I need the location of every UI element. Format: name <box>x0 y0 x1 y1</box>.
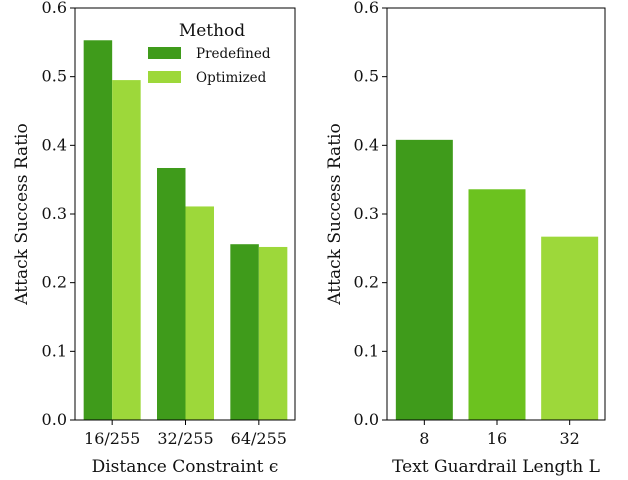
right-y-tick-label: 0.2 <box>354 273 379 292</box>
left-y-tick-label: 0.2 <box>42 273 67 292</box>
left-x-tick-label: 64/255 <box>231 429 287 448</box>
bar-optimized-32-255 <box>185 206 214 420</box>
left-x-tick-label: 32/255 <box>157 429 213 448</box>
right-y-axis: 0.0 0.1 0.2 0.3 0.4 0.5 0.6 <box>354 0 387 429</box>
chart-guardrail-length: 0.0 0.1 0.2 0.3 0.4 0.5 0.6 8 16 32 Attack Succe… <box>325 0 606 477</box>
right-x-axis: 8 16 32 <box>419 420 580 448</box>
left-x-axis: 16/255 32/255 64/255 <box>84 420 287 448</box>
left-y-tick-label: 0.3 <box>42 204 67 223</box>
left-y-axis: 0.0 0.1 0.2 0.3 0.4 0.5 0.6 <box>42 0 75 429</box>
right-x-tick-label: 32 <box>559 429 579 448</box>
left-y-tick-label: 0.1 <box>42 341 67 360</box>
right-y-tick-label: 0.0 <box>354 410 379 429</box>
bar-predefined-64-255 <box>230 244 259 420</box>
left-bars <box>83 40 288 420</box>
right-bars <box>395 139 599 420</box>
right-y-axis-title: Attack Success Ratio <box>325 123 345 305</box>
left-y-tick-label: 0.6 <box>42 0 67 17</box>
left-x-axis-title: Distance Constraint ϵ <box>92 457 279 477</box>
chart-distance-constraint: 0.0 0.1 0.2 0.3 0.4 0.5 0.6 16/255 32/255 64/255… <box>12 0 296 477</box>
right-x-tick-label: 16 <box>487 429 507 448</box>
right-x-axis-title: Text Guardrail Length L <box>392 457 600 477</box>
left-y-tick-label: 0.5 <box>42 67 67 86</box>
bar-length-16 <box>468 189 526 420</box>
right-y-tick-label: 0.3 <box>354 204 379 223</box>
bar-predefined-32-255 <box>157 167 186 420</box>
bar-length-32 <box>541 236 599 420</box>
right-y-tick-label: 0.4 <box>354 135 379 154</box>
left-y-tick-label: 0.0 <box>42 410 67 429</box>
bar-optimized-16-255 <box>112 80 141 420</box>
legend-title: Method <box>179 21 245 41</box>
legend-swatch-optimized <box>148 71 181 83</box>
right-y-tick-label: 0.6 <box>354 0 379 17</box>
legend-label-predefined: Predefined <box>196 46 271 62</box>
right-y-tick-label: 0.5 <box>354 67 379 86</box>
left-y-tick-label: 0.4 <box>42 135 67 154</box>
bar-predefined-16-255 <box>83 40 113 420</box>
left-y-axis-title: Attack Success Ratio <box>12 123 32 305</box>
left-x-tick-label: 16/255 <box>84 429 140 448</box>
bar-length-8 <box>395 139 453 420</box>
bar-optimized-64-255 <box>258 246 288 420</box>
right-y-tick-label: 0.1 <box>354 341 379 360</box>
legend-label-optimized: Optimized <box>196 70 267 86</box>
left-legend: Method Predefined Optimized <box>148 21 271 86</box>
legend-swatch-predefined <box>148 47 181 59</box>
right-x-tick-label: 8 <box>419 429 429 448</box>
